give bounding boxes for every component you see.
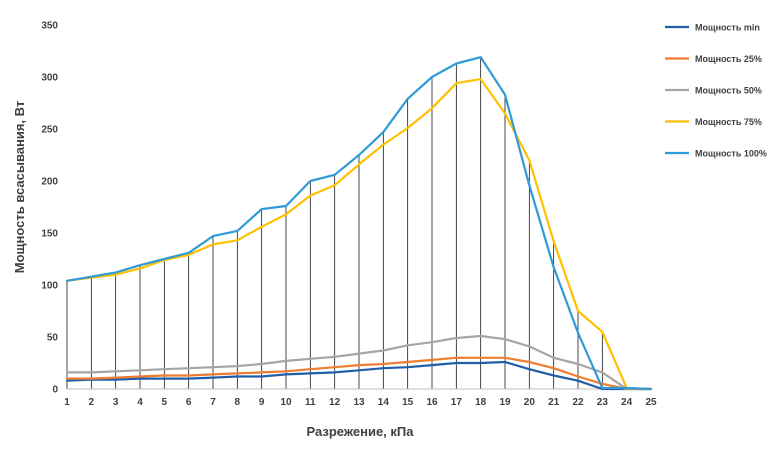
x-tick-label: 5 <box>162 397 168 408</box>
x-tick-label: 11 <box>305 397 316 408</box>
x-tick-label: 24 <box>621 397 633 408</box>
series-line <box>65 356 653 391</box>
x-tick-label: 6 <box>186 397 192 408</box>
y-tick-label: 350 <box>41 21 58 32</box>
x-axis: 1 2 3 4 5 6 7 8 9 10 11 12 13 14 15 16 17 18 19 20 21 22 23 24 2… <box>64 388 657 408</box>
x-tick-label: 8 <box>235 397 241 408</box>
series-lines <box>65 56 653 391</box>
y-tick-label: 0 <box>52 385 58 396</box>
y-tick-label: 150 <box>41 229 58 240</box>
x-tick-label: 1 <box>64 397 70 408</box>
x-tick-label: 3 <box>113 397 119 408</box>
x-tick-label: 18 <box>475 397 487 408</box>
x-tick-label: 22 <box>572 397 584 408</box>
series-line <box>65 56 653 391</box>
x-tick-label: 25 <box>645 397 657 408</box>
x-tick-label: 20 <box>524 397 536 408</box>
x-tick-label: 23 <box>597 397 609 408</box>
x-tick-label: 16 <box>426 397 438 408</box>
series-line <box>65 360 653 391</box>
x-tick-label: 9 <box>259 397 265 408</box>
x-tick-label: 10 <box>280 397 292 408</box>
legend-label: Мощность 100% <box>695 149 767 159</box>
x-tick-label: 19 <box>499 397 511 408</box>
y-tick-label: 50 <box>47 333 59 344</box>
x-tick-label: 17 <box>451 397 463 408</box>
x-axis-title: Разрежение, кПа <box>306 424 414 439</box>
legend: Мощность min Мощность 25% Мощность 50% Мощн… <box>665 23 767 159</box>
legend-label: Мощность 75% <box>695 117 762 127</box>
series-line <box>65 334 653 391</box>
y-axis: 0 50 100 150 200 250 300 350 <box>41 21 58 396</box>
x-tick-label: 7 <box>210 397 216 408</box>
x-tick-label: 4 <box>137 397 143 408</box>
x-tick-label: 15 <box>402 397 414 408</box>
legend-label: Мощность min <box>695 23 760 33</box>
x-tick-label: 21 <box>548 397 560 408</box>
y-tick-label: 100 <box>41 281 58 292</box>
x-tick-label: 14 <box>378 397 390 408</box>
legend-label: Мощность 50% <box>695 86 762 96</box>
y-tick-label: 200 <box>41 177 58 188</box>
y-tick-label: 250 <box>41 125 58 136</box>
x-tick-label: 13 <box>353 397 365 408</box>
y-axis-title: Мощность всасывания, Вт <box>12 101 27 273</box>
x-tick-label: 2 <box>89 397 95 408</box>
y-tick-label: 300 <box>41 73 58 84</box>
drop-lines <box>66 57 603 389</box>
x-tick-label: 12 <box>329 397 341 408</box>
legend-label: Мощность 25% <box>695 54 762 64</box>
